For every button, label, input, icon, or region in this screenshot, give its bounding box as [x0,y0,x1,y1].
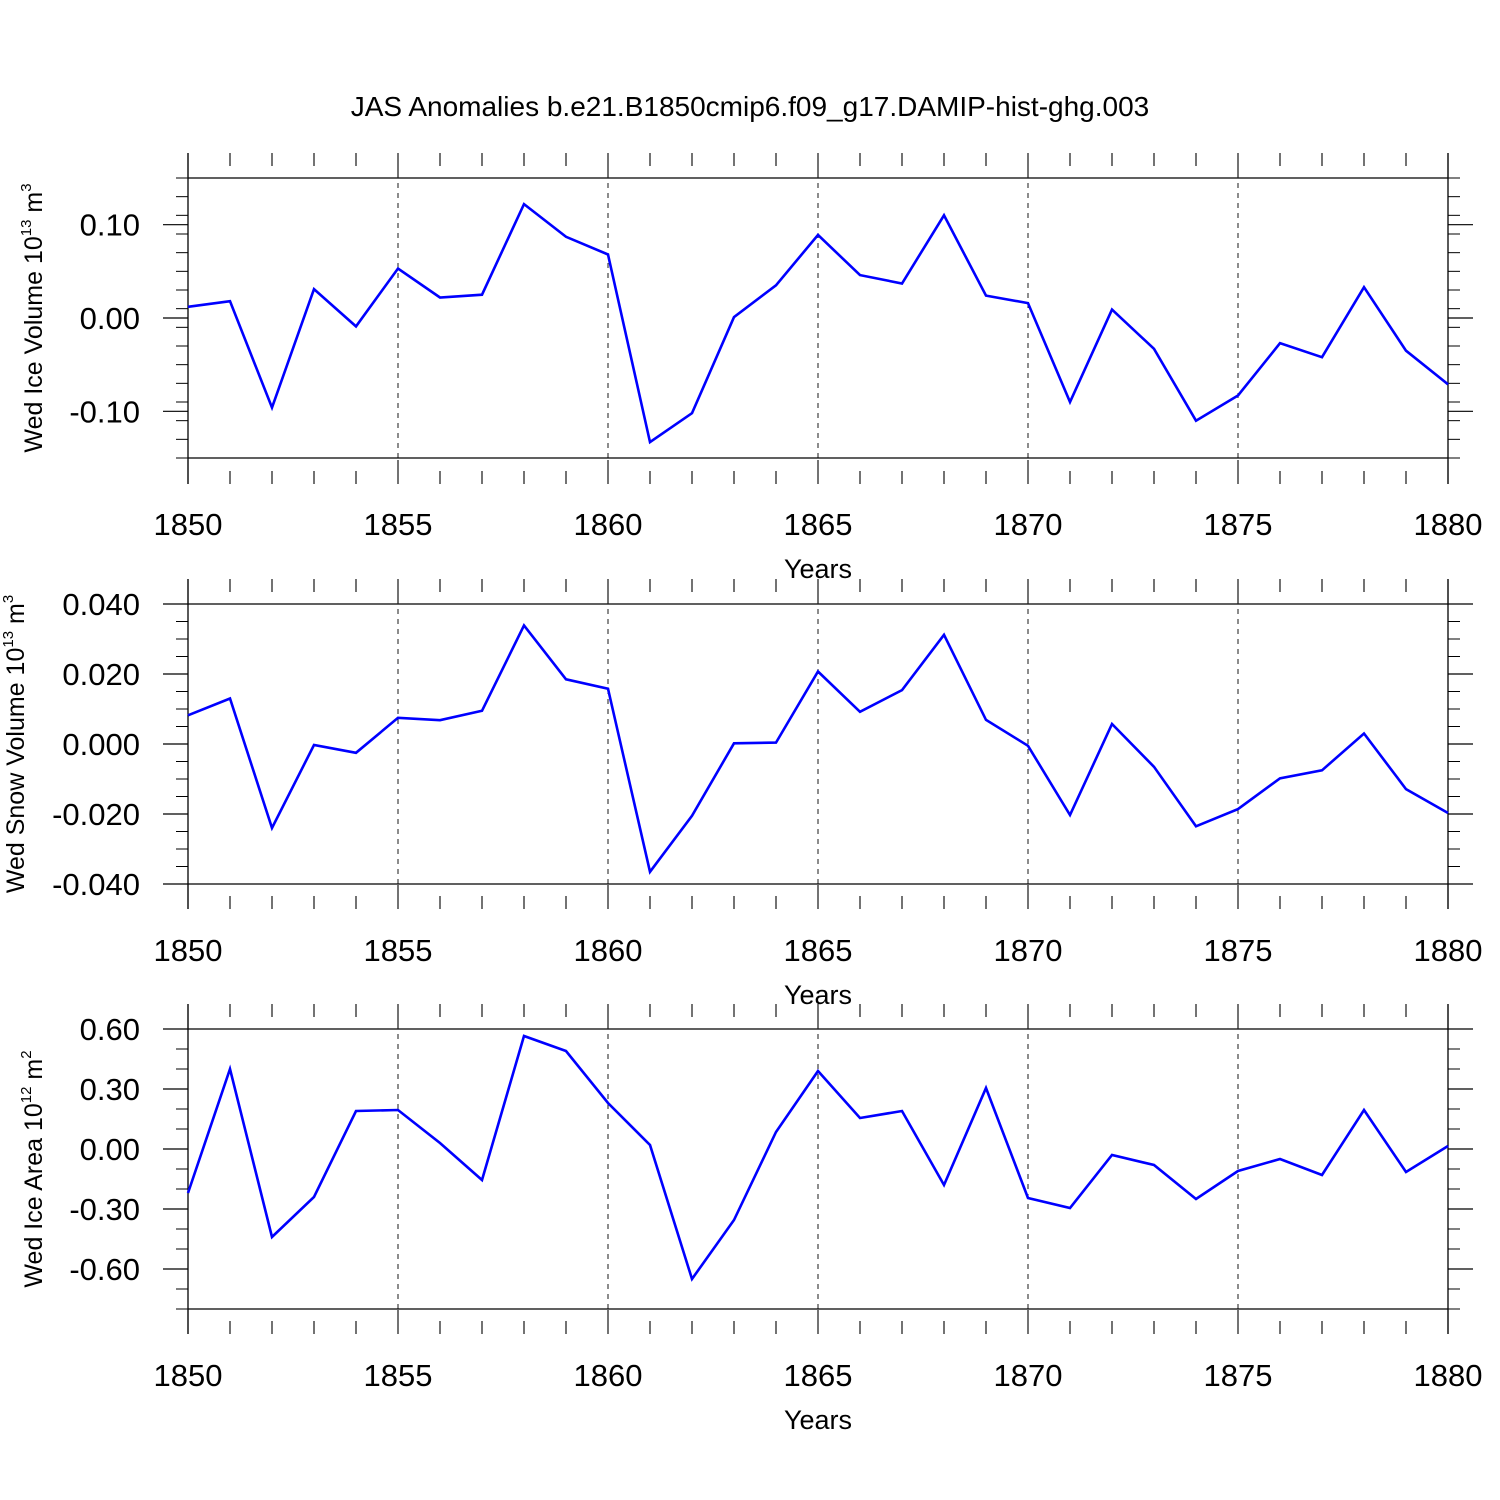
x-tick-label: 1880 [1414,507,1483,542]
y-label-unit: m [20,192,48,220]
y-tick-label: 0.040 [62,587,140,622]
y-label-exponent: 12 [18,1087,35,1104]
x-tick-label: 1855 [364,507,433,542]
y-axis-label: Wed Ice Area 1012 m2 [18,1050,48,1287]
y-tick-label: -0.30 [69,1192,140,1227]
y-tick-label: 0.00 [80,1132,140,1167]
y-label-unit: m [20,1059,48,1087]
x-axis-label: Years [784,1405,852,1435]
y-tick-label: -0.60 [69,1252,140,1287]
panel-1: 1850 1855 1860 1865 1870 1875 1880Years0.100.0… [18,153,1482,584]
series-line [187,622,1449,875]
y-axis-label: Wed Ice Volume 1013 m3 [18,183,48,452]
x-tick-label: 1855 [364,1358,433,1393]
panel-3: 1850 1855 1860 1865 1870 1875 1880 Years 0.60 0.3… [18,1004,1482,1435]
y-tick-label: 0.30 [80,1072,140,1107]
y-tick-label: 0.000 [62,727,140,762]
y-tick-label: 0.60 [80,1012,140,1047]
x-tick-label: 1870 [994,933,1063,968]
x-tick-label: 1855 [364,933,433,968]
y-label-unit-exponent: 2 [18,1050,35,1058]
x-tick-label: 1875 [1204,933,1273,968]
panels: 1850 1855 1860 1865 1870 1875 1880 Years 0.10 0.0… [0,153,1482,1435]
y-axis-label: Wed Snow Volume 1013 m3 [0,595,30,893]
y-tick-label: 0.00 [80,301,140,336]
x-tick-label: 1860 [574,1358,643,1393]
x-tick-label: 1875 [1204,507,1273,542]
y-tick-label: 0.10 [80,208,140,243]
y-tick-label: -0.040 [52,867,140,902]
x-tick-label: 1850 [154,507,223,542]
x-tick-label: 1860 [574,933,643,968]
x-tick-label: 1860 [574,507,643,542]
x-tick-label: 1870 [994,507,1063,542]
y-label-exponent: 13 [0,631,17,648]
y-tick-label: 0.020 [62,657,140,692]
y-label-main: Wed Ice Volume 10 [20,236,48,452]
x-tick-label: 1850 [154,1358,223,1393]
panel-2: 1850 1855 1860 1865 1870 1875 1880Years0.0400.… [0,579,1482,1010]
y-label-main: Wed Snow Volume 10 [2,648,30,894]
y-label-unit-exponent: 3 [0,595,17,603]
y-label-main: Wed Ice Area 10 [20,1103,48,1287]
y-tick-label: -0.020 [52,797,140,832]
y-label-exponent: 13 [18,220,35,237]
x-tick-label: 1865 [784,507,853,542]
y-label-unit-exponent: 3 [18,183,35,191]
y-label-unit: m [2,603,30,631]
series-line [186,1034,1449,1282]
x-tick-label: 1870 [994,1358,1063,1393]
y-tick-label: -0.10 [69,394,140,429]
x-tick-label: 1850 [154,933,223,968]
x-tick-label: 1865 [784,933,853,968]
x-tick-label: 1865 [784,1358,853,1393]
x-tick-label: 1880 [1414,1358,1483,1393]
series-line [187,202,1449,445]
x-tick-label: 1880 [1414,933,1483,968]
chart-title: JAS Anomalies b.e21.B1850cmip6.f09_g17.D… [351,91,1149,122]
x-tick-label: 1875 [1204,1358,1273,1393]
